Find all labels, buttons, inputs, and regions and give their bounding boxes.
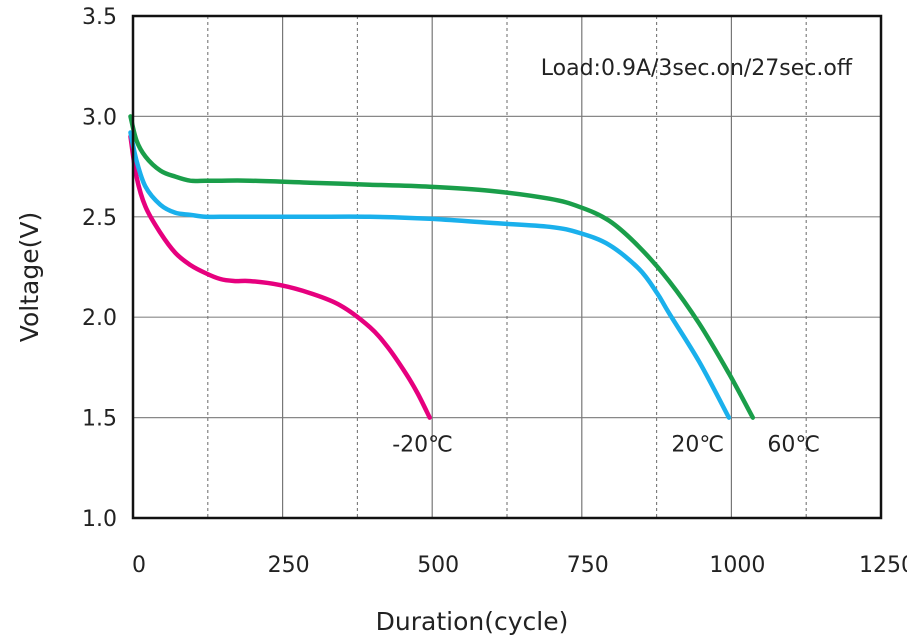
series-lines (128, 114, 756, 420)
y-tick-label: 3.0 (82, 105, 117, 130)
x-tick-label: 0 (132, 553, 146, 578)
series-line-0 (128, 134, 432, 420)
y-tick-labels: 1.0 1.5 2.0 2.5 3.0 3.5 (82, 5, 117, 532)
load-annotation: Load:0.9A/3sec.on/27sec.off (541, 56, 853, 81)
series-line-2 (128, 114, 756, 420)
series-end-labels: -20℃ 20℃ 60℃ (392, 433, 820, 458)
y-axis-title: Voltage(V) (15, 212, 44, 342)
x-tick-label: 500 (417, 553, 459, 578)
series-label: -20℃ (392, 433, 453, 458)
x-axis-title: Duration(cycle) (376, 607, 569, 636)
series-line-1 (128, 130, 732, 420)
series-label: 60℃ (767, 433, 820, 458)
plot-frame (131, 14, 883, 520)
x-tick-label: 1000 (709, 553, 765, 578)
x-tick-labels: 0 250 500 750 1000 1250 (132, 553, 907, 578)
x-tick-label: 1250 (859, 553, 907, 578)
x-tick-label: 250 (268, 553, 310, 578)
y-tick-label: 1.5 (82, 407, 117, 432)
y-tick-label: 1.0 (82, 507, 117, 532)
y-tick-label: 3.5 (82, 5, 117, 30)
y-tick-label: 2.5 (82, 206, 117, 231)
series-label: 20℃ (671, 433, 724, 458)
y-tick-label: 2.0 (82, 306, 117, 331)
x-tick-label: 750 (567, 553, 609, 578)
